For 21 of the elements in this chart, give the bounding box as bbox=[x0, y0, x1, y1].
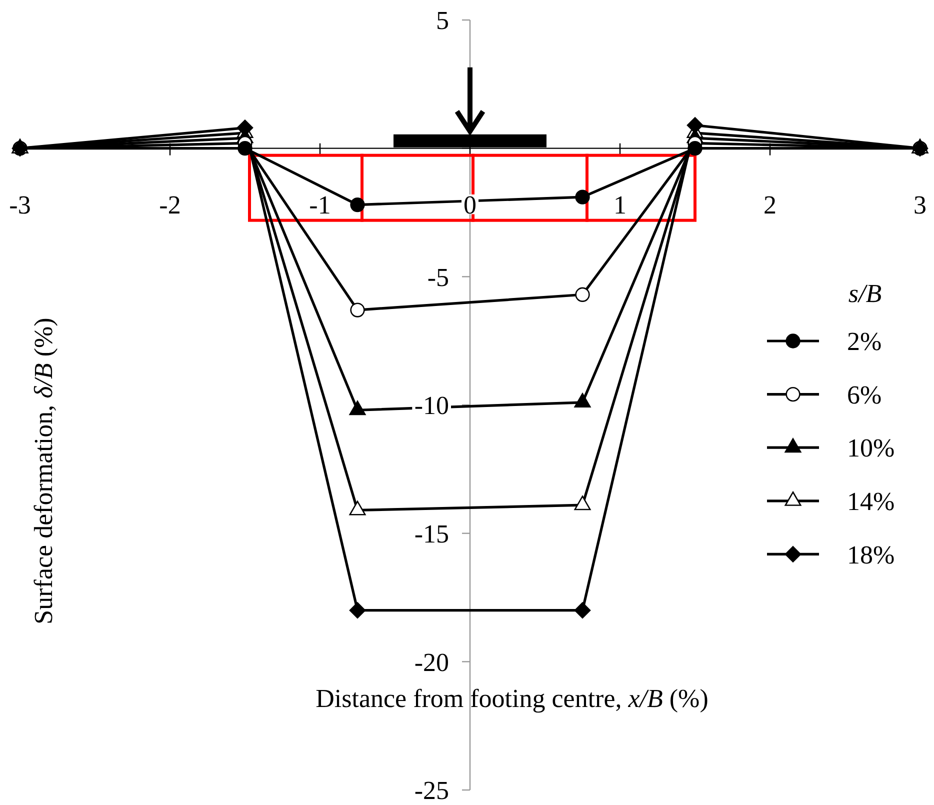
x-tick-label: 3 bbox=[914, 190, 926, 220]
y-tick-label: -25 bbox=[414, 776, 449, 805]
x-tick-label: -3 bbox=[9, 190, 31, 220]
x-tick-label: 1 bbox=[614, 190, 626, 220]
y-tick-label: -5 bbox=[427, 262, 449, 292]
legend-label: 10% bbox=[847, 434, 895, 463]
legend-label: 2% bbox=[847, 327, 882, 356]
legend-label: 14% bbox=[847, 487, 895, 516]
legend-title: s/B bbox=[848, 279, 882, 308]
x-tick-label: -2 bbox=[159, 190, 181, 220]
y-tick-label: -10 bbox=[414, 391, 449, 420]
x-tick-label: 2 bbox=[764, 190, 776, 220]
y-tick-label: 5 bbox=[436, 6, 449, 36]
y-tick-label: -15 bbox=[414, 519, 449, 548]
legend-label: 6% bbox=[847, 380, 882, 410]
legend-label: 18% bbox=[847, 540, 895, 570]
y-tick-label: -20 bbox=[414, 648, 449, 677]
x-axis-title: Distance from footing centre, x/B (%) bbox=[316, 684, 708, 713]
x-tick-label: 0 bbox=[464, 190, 476, 220]
x-tick-label: -1 bbox=[309, 190, 331, 220]
y-axis-title: Surface deformation, δ/B (%) bbox=[29, 318, 58, 624]
